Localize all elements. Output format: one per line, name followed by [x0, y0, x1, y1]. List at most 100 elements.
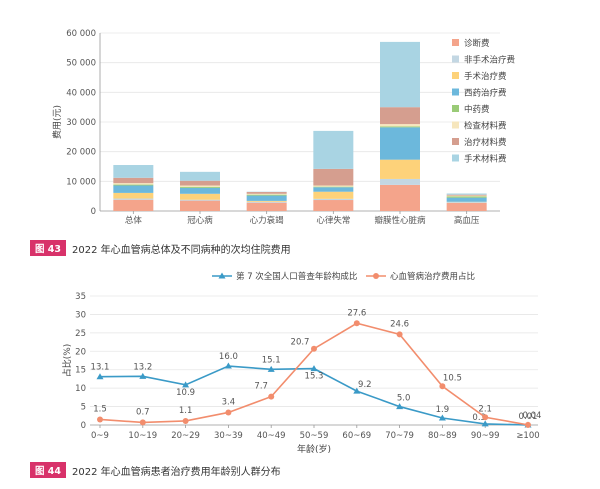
- y-tick-label: 50 000: [66, 59, 96, 69]
- x-tick-label: 30~39: [214, 431, 243, 441]
- data-label: 2.1: [478, 404, 492, 414]
- x-tick-label: 心律失常: [316, 215, 350, 226]
- y-tick-label: 0: [91, 207, 96, 217]
- bar-segment: [246, 201, 287, 203]
- x-tick-label: 高血压: [454, 215, 480, 226]
- bar-segment: [313, 200, 354, 211]
- x-tick-label: 80~89: [428, 431, 457, 441]
- y-tick-label: 10 000: [66, 177, 96, 187]
- legend-marker: [373, 273, 379, 279]
- stacked-bar-chart: 0 10 000 20 000 30 000 40 000 50 000 60 000 费用(…: [51, 29, 516, 226]
- x-tick-label: 心力衰竭: [250, 215, 284, 226]
- bar-segment: [246, 202, 287, 211]
- data-label: 0.01: [519, 412, 538, 422]
- legend-swatch: [452, 88, 459, 96]
- data-label: 1.1: [179, 406, 193, 416]
- data-point: [310, 365, 318, 372]
- bar-segment: [246, 193, 287, 195]
- data-label: 15.3: [305, 372, 324, 382]
- figure-43: 0 10 000 20 000 30 000 40 000 50 000 60 000 费用(…: [30, 29, 516, 256]
- data-point: [182, 417, 189, 424]
- data-label: 13.1: [91, 363, 110, 373]
- bar-segment: [380, 41, 420, 108]
- legend-label: 手术治疗费: [464, 71, 507, 82]
- x-tick-label: 瓣膜性心脏病: [374, 215, 426, 226]
- data-point: [482, 414, 489, 421]
- legend-label: 检查材料费: [464, 121, 507, 132]
- line-chart: 0 5 10 15 20 25 30 35 0~9 10~19 20~29 30~39 40~49 50~…: [61, 271, 541, 455]
- x-tick-label: 70~79: [385, 431, 414, 441]
- bar-segment: [446, 197, 487, 202]
- data-label: 0.3: [472, 413, 486, 423]
- data-point: [396, 403, 404, 410]
- x-tick-label: 60~69: [342, 431, 371, 441]
- bar-segment: [180, 171, 220, 181]
- y-tick-label: 35: [75, 292, 86, 302]
- data-label: 20.7: [291, 338, 310, 348]
- figure-44: 0 5 10 15 20 25 30 35 0~9 10~19 20~29 30~39 40~49 50~…: [0, 262, 600, 489]
- data-point: [267, 365, 275, 372]
- data-point: [438, 414, 446, 421]
- data-label: 16.0: [219, 352, 238, 362]
- y-tick-label: 25: [75, 329, 86, 339]
- x-tick-label: ≥100: [516, 431, 539, 441]
- bar-segment: [313, 130, 354, 169]
- bar-segment: [113, 184, 154, 186]
- data-point: [97, 416, 103, 423]
- figure-44-caption-text: 2022 年心血管病患者治疗费用年龄别人群分布: [72, 466, 281, 478]
- bar-segment: [446, 194, 487, 196]
- bar-segment: [180, 193, 220, 200]
- legend-swatch: [452, 105, 459, 112]
- data-point: [353, 320, 360, 327]
- x-tick-label: 40~49: [257, 431, 286, 441]
- bar-segment: [180, 199, 220, 201]
- figure-44-tag: 图 44: [30, 462, 67, 478]
- data-point: [439, 383, 446, 390]
- data-point: [139, 419, 146, 426]
- bar-segment: [380, 124, 420, 127]
- y-tick-label: 30: [75, 310, 86, 320]
- bar-segment: [446, 202, 487, 203]
- bar-segment: [113, 183, 154, 185]
- legend-label: 治疗材料费: [464, 137, 507, 148]
- legend-swatch: [452, 72, 459, 79]
- data-point: [525, 421, 531, 428]
- y-tick-label: 5: [81, 403, 86, 413]
- y-axis-title: 占比(%): [61, 344, 73, 378]
- data-label: 7.7: [254, 382, 268, 392]
- bar-segment: [246, 195, 287, 201]
- y-tick-label: 20 000: [66, 148, 96, 158]
- legend-label: 心血管病治疗费用占比: [390, 271, 475, 282]
- y-tick-label: 60 000: [66, 29, 96, 39]
- bar-segment: [113, 192, 154, 199]
- bar-segment: [446, 196, 487, 198]
- bar-segment: [313, 187, 354, 192]
- bar-segment: [380, 127, 420, 160]
- figure-43-caption-text: 2022 年心血管病总体及不同病种的次均住院费用: [72, 244, 291, 256]
- x-tick-label: 0~9: [91, 431, 109, 441]
- y-tick-label: 15: [75, 366, 86, 376]
- y-tick-label: 10: [75, 384, 86, 394]
- legend-label: 第 7 次全国人口普查年龄构成比: [236, 271, 357, 282]
- bar-segment: [180, 185, 220, 187]
- y-tick-label: 40 000: [66, 88, 96, 98]
- bar-segment: [113, 185, 154, 193]
- data-label: 0.7: [136, 407, 150, 417]
- data-label: 3.4: [222, 397, 236, 407]
- bar-segment: [113, 198, 154, 200]
- bar-segment: [313, 191, 354, 199]
- bar-segment: [380, 126, 420, 128]
- y-axis-title: 费用(元): [51, 105, 63, 139]
- data-label: 24.6: [390, 319, 409, 329]
- x-tick-label: 10~19: [128, 431, 157, 441]
- y-tick-label: 20: [75, 347, 86, 357]
- data-label: 9.2: [358, 380, 372, 390]
- x-tick-label: 总体: [125, 215, 143, 226]
- figure-43-caption: 图 43 2022 年心血管病总体及不同病种的次均住院费用: [30, 240, 291, 256]
- bar-segment: [313, 168, 354, 186]
- data-point: [481, 420, 489, 427]
- bar-segment: [246, 192, 287, 194]
- bar-segment: [313, 198, 354, 201]
- figure-43-tag: 图 43: [30, 240, 67, 256]
- figure-44-caption: 图 44 2022 年心血管病患者治疗费用年龄别人群分布: [30, 462, 281, 478]
